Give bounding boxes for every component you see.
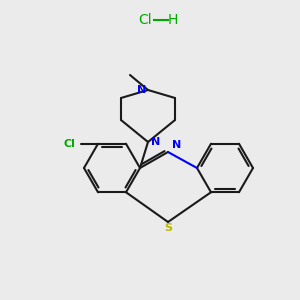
Text: H: H	[168, 13, 178, 27]
Text: N: N	[151, 137, 160, 147]
Text: S: S	[164, 223, 172, 233]
Text: Cl: Cl	[63, 139, 75, 149]
Text: N: N	[172, 140, 181, 150]
Text: Cl: Cl	[138, 13, 152, 27]
Text: N: N	[137, 85, 146, 95]
